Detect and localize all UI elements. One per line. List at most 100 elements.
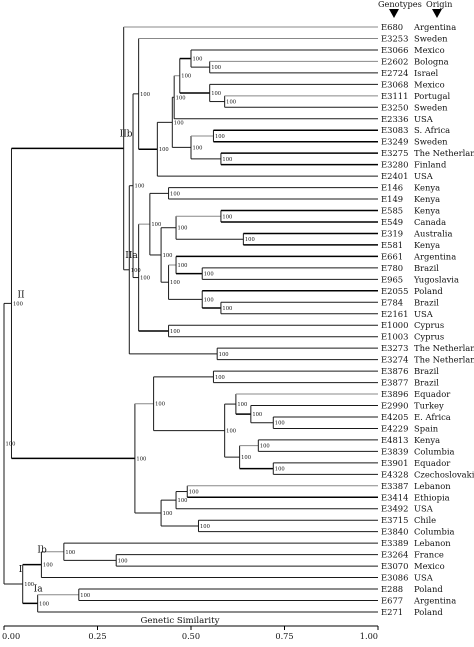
bootstrap-value: 100 [245,237,255,243]
bootstrap-value: 100 [222,306,232,312]
leaf-genotype: E3492 [381,504,408,514]
leaf-origin: Ethiopia [414,492,450,502]
axis-tick-label: 0.50 [182,631,200,641]
leaf-genotype: E784 [381,297,403,307]
bootstrap-value: 100 [170,191,180,197]
leaf-origin: Chile [414,515,436,525]
leaf-origin: Yugoslavia [413,274,459,284]
leaf-genotype: E3414 [381,492,408,502]
leaf-genotype: E3249 [381,137,408,147]
bootstrap-value: 100 [193,145,203,151]
leaf-genotype: E3066 [381,45,408,55]
leaf-genotype: E3901 [381,458,408,468]
axis-tick-label: 0.75 [275,631,293,641]
leaf-origin: Mexico [414,79,445,89]
axis-tick-label: 0.00 [2,631,20,641]
leaf-genotype: E3068 [381,79,408,89]
leaf-origin: Kenya [414,194,440,204]
axis-tick-label: 1.00 [360,631,378,641]
bootstrap-value: 100 [211,65,221,71]
leaf-origin: Equador [414,458,450,468]
leaf-genotype: E677 [381,596,403,606]
leaf-genotype: E2724 [381,68,408,78]
bootstrap-value: 100 [215,134,225,140]
leaf-genotype: E2336 [381,114,408,124]
axis-tick-label: 0.25 [88,631,106,641]
leaf-origin: Canada [414,217,446,227]
bootstrap-value: 100 [275,467,285,473]
bootstrap-labels: 100 100 100 100 100 100 100 100 100 100 100 100 100 1… [6,57,285,608]
leaf-genotype: E319 [381,228,403,238]
leaf-origin: The Netherlands [414,355,474,365]
bootstrap-value: 100 [211,91,221,97]
leaf-genotype: E1003 [381,332,408,342]
leaf-origin: Mexico [414,45,445,55]
leaf-origin: Sweden [414,102,448,112]
header-genotypes: Genotypes [378,0,422,9]
bootstrap-value: 100 [163,253,173,259]
bootstrap-value: 100 [80,593,90,599]
leaf-origin: Lebanon [414,538,451,548]
bootstrap-value: 100 [222,214,232,220]
leaf-genotype: E965 [381,274,403,284]
leaf-origin: Sweden [414,33,448,43]
leaf-origin: Kenya [414,435,440,445]
leaf-genotype: E2401 [381,171,408,181]
bootstrap-value: 100 [222,157,232,163]
leaf-origin: Cyprus [414,332,444,342]
bootstrap-value: 100 [131,268,141,274]
leaf-origin: Argentina [413,596,456,606]
bootstrap-value: 100 [200,524,210,530]
bootstrap-value: 100 [204,272,214,278]
bootstrap-value: 100 [170,329,180,335]
leaf-origin: Equador [414,389,450,399]
bootstrap-value: 100 [151,222,161,228]
leaf-genotype: E3253 [381,33,408,43]
leaf-genotype: E146 [381,183,403,193]
leaf-origin: Argentina [413,251,456,261]
leaf-genotype: E3896 [381,389,408,399]
leaf-genotype: E3264 [381,550,408,560]
leaf-origin: Israel [414,68,439,78]
leaf-origin: The Netherlands [414,148,474,158]
leaf-genotype: E581 [381,240,403,250]
bootstrap-value: 100 [159,147,169,153]
bootstrap-value: 100 [39,601,49,607]
bootstrap-value: 100 [176,95,186,101]
bootstrap-value: 100 [140,276,150,282]
leaf-genotype: E2990 [381,401,408,411]
axis-ticks: 0.00 0.25 0.50 0.75 1.00 [2,626,379,641]
leaf-genotype: E3877 [381,378,408,388]
bootstrap-value: 100 [189,490,199,496]
leaf-origin: Kenya [414,183,440,193]
leaf-origin: France [414,550,444,560]
leaf-origin: Finland [414,160,447,170]
leaf-genotype: E4328 [381,469,408,479]
cluster-label: Ia [34,584,44,594]
bootstrap-value: 100 [204,297,214,303]
bootstrap-value: 100 [215,375,225,381]
leaf-origin: Kenya [414,206,440,216]
bootstrap-value: 100 [178,263,188,269]
bootstrap-value: 100 [193,57,203,63]
leaf-origin: USA [414,114,434,124]
leaf-genotype: E3840 [381,527,408,537]
bootstrap-value: 100 [140,92,150,98]
genotypes-arrow-icon [389,9,399,18]
column-headers: Genotypes Origin [378,0,453,18]
leaf-genotype: E3389 [381,538,408,548]
leaf-origin: USA [414,504,434,514]
leaf-origin: Mexico [414,561,445,571]
leaf-genotype: E780 [381,263,403,273]
leaf-genotype: E1000 [381,320,408,330]
leaf-origin: USA [414,309,434,319]
bootstrap-value: 100 [226,100,236,106]
leaf-genotype: E3273 [381,343,408,353]
leaf-genotype: E661 [381,251,403,261]
leaf-genotype: E585 [381,206,403,216]
header-origin: Origin [426,0,453,9]
bootstrap-value: 100 [219,352,229,358]
bootstrap-value: 100 [135,184,145,190]
cluster-label: Ib [37,546,47,556]
leaf-genotype: E271 [381,607,403,617]
